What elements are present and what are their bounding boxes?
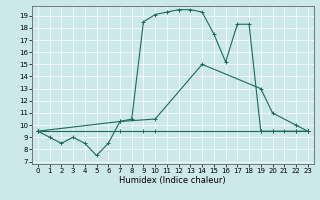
X-axis label: Humidex (Indice chaleur): Humidex (Indice chaleur)	[119, 176, 226, 185]
